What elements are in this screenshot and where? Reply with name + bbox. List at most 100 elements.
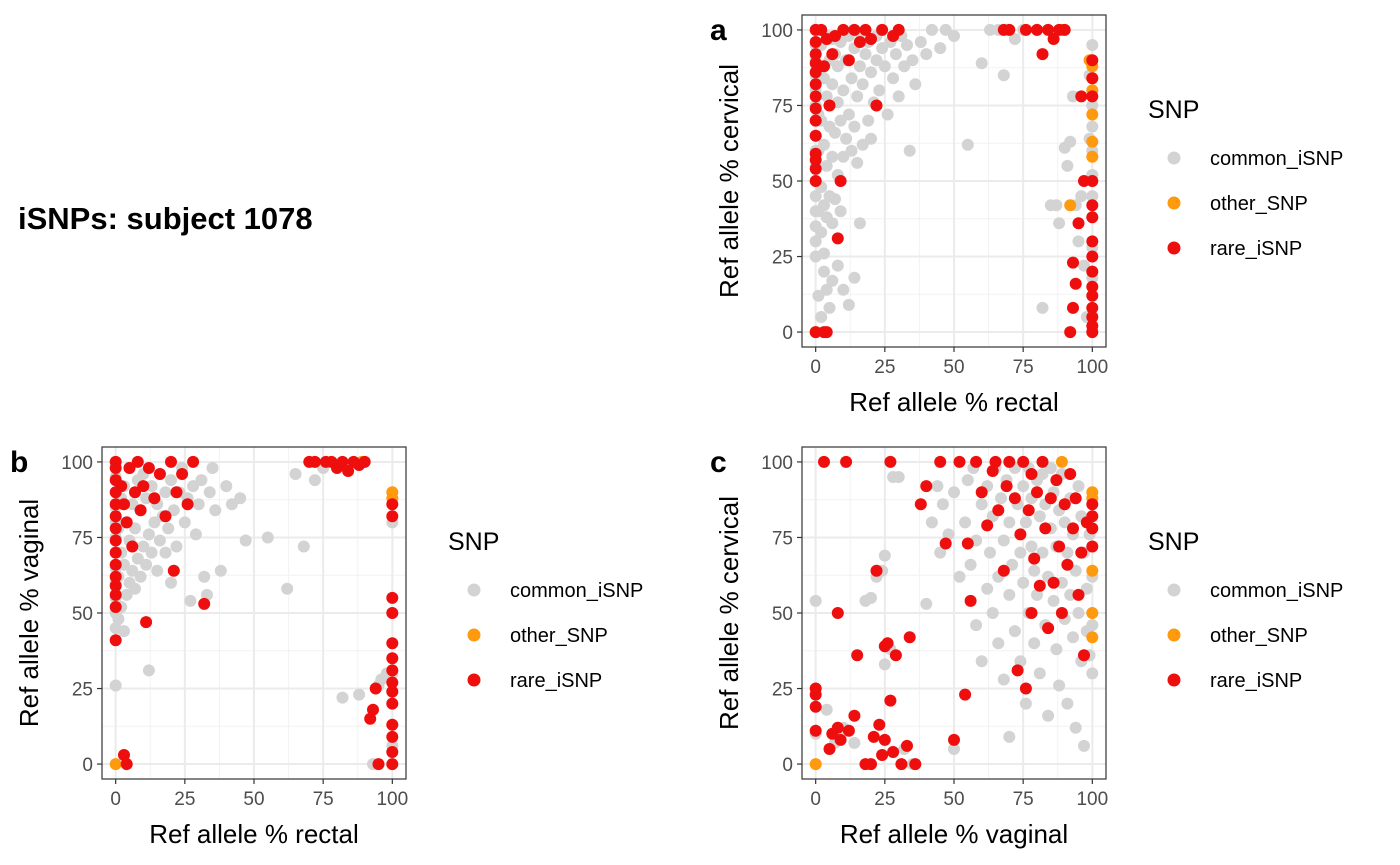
data-point-other_SNP — [809, 758, 822, 771]
data-point-rare_iSNP — [386, 510, 399, 523]
data-point-rare_iSNP — [386, 758, 399, 771]
data-point-common_iSNP — [809, 190, 822, 203]
data-point-rare_iSNP — [809, 162, 822, 175]
data-point-rare_iSNP — [134, 504, 147, 517]
y-tick-label: 25 — [772, 680, 793, 701]
data-point-common_iSNP — [984, 546, 996, 559]
data-point-rare_iSNP — [1014, 528, 1027, 541]
data-point-rare_iSNP — [1036, 48, 1049, 61]
data-point-other_SNP — [109, 758, 122, 771]
x-tick-label: 50 — [243, 789, 264, 810]
data-point-rare_iSNP — [1031, 486, 1043, 499]
data-point-rare_iSNP — [831, 232, 844, 245]
data-point-common_iSNP — [948, 743, 960, 755]
data-point-common_iSNP — [131, 552, 144, 565]
data-point-common_iSNP — [1080, 582, 1093, 595]
data-point-rare_iSNP — [809, 724, 822, 737]
data-point-rare_iSNP — [386, 730, 399, 743]
y-tick-label: 50 — [772, 172, 793, 193]
data-point-common_iSNP — [851, 90, 864, 103]
data-point-rare_iSNP — [873, 718, 886, 731]
data-point-other_SNP — [1086, 135, 1099, 148]
data-point-rare_iSNP — [1053, 540, 1066, 553]
data-point-common_iSNP — [1053, 217, 1066, 230]
data-point-rare_iSNP — [809, 66, 822, 79]
data-point-common_iSNP — [818, 138, 830, 151]
data-point-common_iSNP — [859, 48, 872, 61]
legend-key-rare_iSNP — [467, 673, 481, 687]
data-point-rare_iSNP — [1011, 664, 1024, 677]
data-point-common_iSNP — [1008, 33, 1021, 45]
data-point-rare_iSNP — [1067, 301, 1079, 314]
data-point-rare_iSNP — [1086, 90, 1099, 103]
data-point-common_iSNP — [961, 138, 974, 151]
data-point-common_iSNP — [826, 78, 839, 91]
data-point-rare_iSNP — [109, 558, 122, 571]
data-point-common_iSNP — [1014, 655, 1027, 668]
data-point-common_iSNP — [1014, 546, 1027, 559]
data-point-rare_iSNP — [840, 455, 853, 468]
data-point-rare_iSNP — [809, 700, 822, 713]
data-point-rare_iSNP — [1028, 552, 1041, 565]
data-point-rare_iSNP — [1086, 265, 1099, 278]
data-point-rare_iSNP — [834, 175, 847, 187]
data-point-rare_iSNP — [975, 486, 988, 499]
data-point-common_iSNP — [870, 54, 883, 67]
data-point-common_iSNP — [953, 570, 966, 583]
data-point-rare_iSNP — [809, 48, 822, 61]
data-point-common_iSNP — [856, 78, 869, 91]
data-point-common_iSNP — [206, 462, 219, 474]
data-point-rare_iSNP — [901, 739, 913, 752]
data-point-common_iSNP — [831, 259, 844, 272]
data-point-rare_iSNP — [142, 462, 155, 474]
data-point-rare_iSNP — [887, 746, 900, 758]
data-point-common_iSNP — [909, 78, 922, 91]
x-tick-label: 0 — [110, 789, 121, 810]
legend-label: rare_iSNP — [1210, 238, 1302, 260]
data-point-common_iSNP — [865, 132, 877, 145]
data-point-rare_iSNP — [1064, 468, 1077, 480]
data-point-common_iSNP — [1064, 588, 1077, 601]
data-point-common_iSNP — [1028, 637, 1041, 650]
y-axis-label: Ref allele % cervical — [714, 64, 744, 298]
data-point-common_iSNP — [815, 226, 828, 239]
data-point-common_iSNP — [1036, 546, 1049, 559]
data-point-common_iSNP — [1003, 516, 1016, 529]
panel-a: 00 25 25 50 50 75 75 100 100 Ref allele % rectal R… — [710, 14, 1343, 417]
data-point-rare_iSNP — [1047, 576, 1060, 589]
data-point-rare_iSNP — [1017, 455, 1030, 468]
data-point-common_iSNP — [1061, 159, 1074, 172]
data-point-rare_iSNP — [826, 48, 839, 61]
data-point-rare_iSNP — [165, 455, 177, 468]
data-point-rare_iSNP — [1086, 199, 1099, 212]
data-point-rare_iSNP — [187, 455, 200, 468]
data-point-rare_iSNP — [809, 147, 822, 160]
data-point-common_iSNP — [1006, 558, 1019, 571]
data-point-rare_iSNP — [831, 607, 844, 619]
x-tick-label: 50 — [943, 357, 964, 378]
data-point-common_iSNP — [970, 619, 983, 632]
data-point-rare_iSNP — [1075, 90, 1088, 103]
data-point-common_iSNP — [1078, 259, 1090, 272]
x-axis-label: Ref allele % rectal — [849, 387, 1059, 417]
data-point-rare_iSNP — [1086, 175, 1099, 187]
data-point-common_iSNP — [1067, 631, 1079, 644]
legend-label: rare_iSNP — [1210, 670, 1302, 692]
data-point-rare_iSNP — [884, 694, 897, 707]
data-point-rare_iSNP — [851, 649, 864, 662]
data-point-other_SNP — [1086, 108, 1099, 121]
data-point-common_iSNP — [892, 471, 905, 483]
data-point-rare_iSNP — [997, 564, 1010, 577]
data-point-common_iSNP — [1031, 588, 1043, 601]
data-point-rare_iSNP — [1086, 301, 1099, 314]
data-point-rare_iSNP — [386, 697, 399, 710]
data-point-rare_iSNP — [118, 498, 130, 511]
y-tick-label: 0 — [782, 323, 793, 344]
data-point-common_iSNP — [134, 570, 147, 583]
data-point-rare_iSNP — [939, 537, 952, 550]
x-tick-label: 75 — [1013, 789, 1034, 810]
data-point-common_iSNP — [1086, 120, 1099, 133]
data-point-common_iSNP — [1017, 480, 1030, 493]
data-point-common_iSNP — [1036, 301, 1049, 314]
data-point-common_iSNP — [118, 625, 130, 638]
